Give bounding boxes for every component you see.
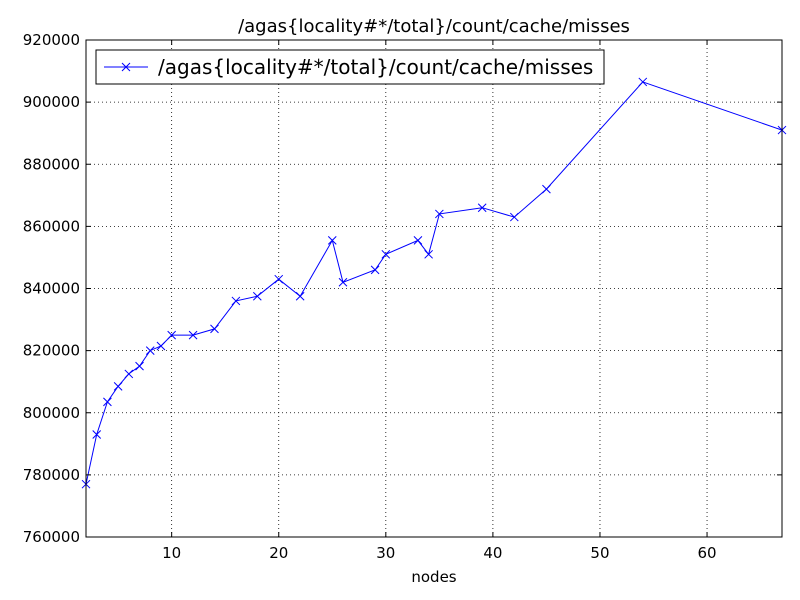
data-point-marker <box>113 381 123 391</box>
data-point-marker <box>638 77 648 87</box>
y-tick-label: 900000 <box>23 93 80 111</box>
y-tick-label: 840000 <box>23 280 80 298</box>
chart-title: /agas{locality#*/total}/count/cache/miss… <box>238 16 630 37</box>
data-point-marker <box>103 397 112 407</box>
x-tick-label: 10 <box>162 544 181 562</box>
data-point-marker <box>252 291 262 301</box>
data-point-marker <box>542 184 551 194</box>
data-point-marker <box>381 249 391 259</box>
data-point-marker <box>295 291 305 301</box>
legend-frame <box>95 49 605 85</box>
data-point-marker <box>124 369 134 379</box>
y-tick-label: 760000 <box>23 528 80 546</box>
data-point-marker <box>274 274 284 284</box>
data-point-marker <box>477 203 487 213</box>
data-point-marker <box>435 209 444 219</box>
axis-ticks: 10 20 30 40 50 60 760000 780000 800000 820000 8400… <box>23 31 782 562</box>
series-layer <box>81 77 787 489</box>
legend-label: /agas{locality#*/total}/count/cache/miss… <box>158 55 593 79</box>
x-tick-label: 50 <box>590 544 609 562</box>
data-point-marker <box>145 346 155 355</box>
grid-lines <box>86 40 782 537</box>
data-point-marker <box>188 330 198 340</box>
data-point-marker <box>156 341 166 351</box>
data-point-marker <box>231 296 241 306</box>
x-axis-label: nodes <box>411 568 456 586</box>
legend-marker-icon <box>121 62 131 72</box>
x-tick-label: 60 <box>697 544 716 562</box>
x-tick-label: 30 <box>376 544 395 562</box>
data-point-marker <box>370 265 380 275</box>
data-point-marker <box>135 361 144 371</box>
x-tick-label: 20 <box>269 544 288 562</box>
data-point-marker <box>424 249 433 259</box>
y-tick-label: 780000 <box>23 466 80 484</box>
data-point-marker <box>167 330 177 340</box>
data-point-marker <box>413 235 423 245</box>
y-tick-label: 820000 <box>23 342 80 360</box>
legend: /agas{locality#*/total}/count/cache/miss… <box>95 49 605 85</box>
data-point-marker <box>210 324 219 334</box>
data-point-marker <box>92 430 102 439</box>
y-tick-label: 920000 <box>23 31 80 49</box>
x-tick-label: 40 <box>483 544 502 562</box>
y-tick-label: 880000 <box>23 155 80 173</box>
data-point-marker <box>327 235 337 245</box>
y-tick-label: 860000 <box>23 217 80 235</box>
y-tick-label: 800000 <box>23 404 80 422</box>
data-point-marker <box>509 212 519 222</box>
data-point-marker <box>338 277 348 287</box>
